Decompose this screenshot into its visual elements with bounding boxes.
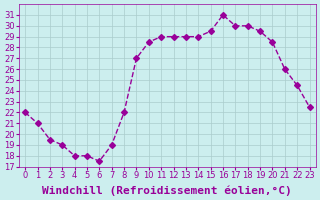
X-axis label: Windchill (Refroidissement éolien,°C): Windchill (Refroidissement éolien,°C) [43, 185, 292, 196]
